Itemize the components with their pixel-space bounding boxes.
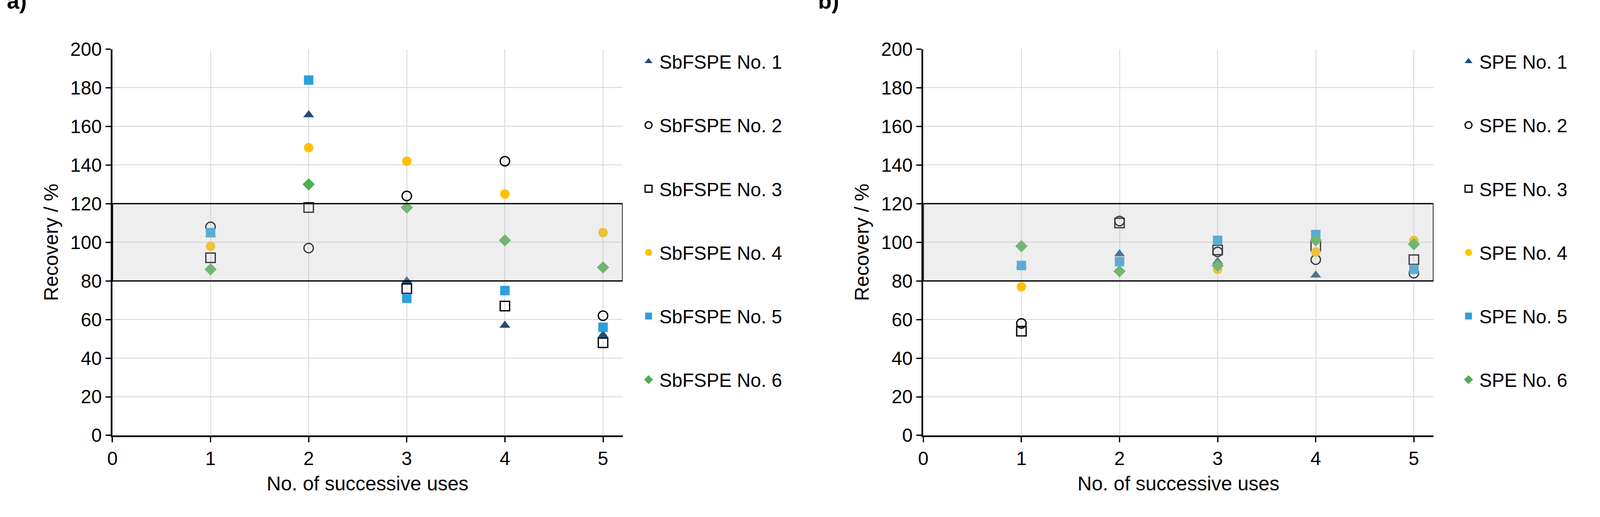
svg-text:No. of successive uses: No. of successive uses (1077, 472, 1279, 495)
svg-text:a): a) (6, 0, 27, 14)
svg-text:80: 80 (80, 270, 102, 292)
svg-text:60: 60 (80, 309, 102, 331)
svg-text:Recovery / %: Recovery / % (850, 183, 873, 302)
svg-text:20: 20 (80, 385, 102, 407)
svg-text:140: 140 (70, 154, 102, 176)
svg-text:0: 0 (107, 447, 118, 469)
svg-text:SPE No. 6: SPE No. 6 (1479, 369, 1568, 391)
svg-text:4: 4 (1310, 447, 1321, 469)
svg-text:0: 0 (902, 424, 913, 446)
svg-text:140: 140 (881, 154, 913, 176)
svg-text:40: 40 (80, 347, 102, 369)
svg-text:SPE No. 1: SPE No. 1 (1479, 51, 1568, 73)
svg-text:0: 0 (91, 424, 102, 446)
svg-text:Recovery / %: Recovery / % (39, 183, 63, 302)
svg-text:60: 60 (891, 309, 913, 331)
svg-text:SbFSPE No. 1: SbFSPE No. 1 (659, 51, 782, 73)
svg-text:160: 160 (70, 115, 102, 137)
svg-text:No. of successive uses: No. of successive uses (266, 472, 469, 495)
svg-text:160: 160 (881, 115, 913, 137)
svg-text:0: 0 (918, 447, 929, 469)
svg-text:100: 100 (881, 231, 913, 253)
svg-text:3: 3 (401, 447, 413, 469)
svg-text:2: 2 (1114, 447, 1125, 469)
svg-text:b): b) (818, 0, 840, 14)
svg-text:180: 180 (881, 77, 913, 99)
svg-text:SPE No. 5: SPE No. 5 (1479, 306, 1568, 328)
svg-text:200: 200 (881, 38, 913, 60)
svg-text:1: 1 (205, 447, 216, 469)
svg-text:100: 100 (70, 231, 102, 253)
svg-text:SbFSPE No. 4: SbFSPE No. 4 (659, 242, 782, 264)
svg-text:4: 4 (499, 447, 510, 469)
svg-text:20: 20 (891, 385, 913, 407)
svg-text:SbFSPE No. 2: SbFSPE No. 2 (659, 115, 782, 137)
svg-text:180: 180 (70, 77, 102, 99)
svg-text:SPE No. 4: SPE No. 4 (1479, 242, 1568, 264)
svg-text:1: 1 (1016, 447, 1027, 469)
svg-text:80: 80 (891, 270, 913, 292)
svg-text:200: 200 (70, 38, 102, 60)
svg-text:SbFSPE No. 5: SbFSPE No. 5 (659, 306, 782, 328)
svg-text:SbFSPE No. 6: SbFSPE No. 6 (659, 369, 782, 391)
svg-text:SbFSPE No. 3: SbFSPE No. 3 (659, 178, 782, 200)
svg-text:SPE No. 3: SPE No. 3 (1479, 178, 1568, 200)
svg-text:SPE No. 2: SPE No. 2 (1479, 115, 1568, 137)
svg-text:2: 2 (303, 447, 314, 469)
svg-text:3: 3 (1212, 447, 1223, 469)
svg-text:5: 5 (1408, 447, 1419, 469)
svg-text:120: 120 (881, 193, 913, 215)
svg-text:120: 120 (70, 193, 102, 215)
svg-text:40: 40 (891, 347, 913, 369)
svg-text:5: 5 (597, 447, 609, 469)
